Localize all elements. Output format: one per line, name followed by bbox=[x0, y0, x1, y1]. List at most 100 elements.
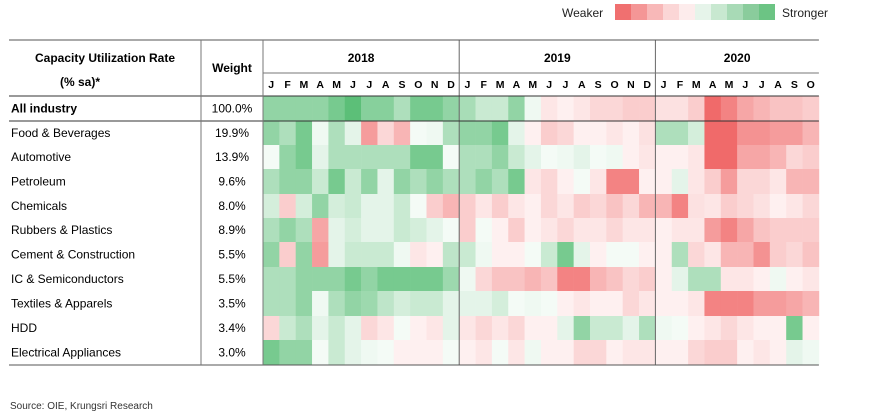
row-name: Automotive bbox=[11, 150, 71, 164]
heatmap-cell bbox=[622, 121, 640, 145]
heatmap-cell bbox=[442, 218, 460, 242]
month-label: O bbox=[414, 79, 422, 91]
heatmap-cell bbox=[671, 194, 689, 218]
heatmap-cell bbox=[688, 96, 705, 121]
heatmap-cell bbox=[704, 340, 722, 365]
heatmap-cell bbox=[590, 340, 607, 365]
heatmap-cell bbox=[442, 194, 460, 218]
heatmap-cell bbox=[557, 316, 574, 340]
month-label: F bbox=[677, 79, 684, 91]
heatmap-cell bbox=[753, 291, 771, 316]
heatmap-cell bbox=[295, 145, 313, 169]
heatmap-cell bbox=[753, 242, 771, 267]
heatmap-cell bbox=[279, 218, 296, 242]
heatmap-cell bbox=[426, 194, 444, 218]
heatmap-cell bbox=[475, 169, 493, 194]
month-label: J bbox=[546, 79, 552, 91]
heatmap-cell bbox=[263, 316, 280, 340]
heatmap-cell bbox=[540, 267, 558, 291]
heatmap-cell bbox=[704, 194, 722, 218]
heatmap-cell bbox=[540, 291, 558, 316]
heatmap-cell bbox=[524, 267, 542, 291]
month-label: A bbox=[382, 79, 390, 91]
heatmap-cell bbox=[786, 218, 803, 242]
heatmap-cell bbox=[377, 316, 395, 340]
legend-stronger-label: Stronger bbox=[782, 6, 829, 20]
heatmap-cell bbox=[557, 218, 574, 242]
heatmap-cell bbox=[655, 316, 673, 340]
heatmap-cell bbox=[606, 291, 623, 316]
heatmap-cell bbox=[263, 194, 280, 218]
heatmap-cell bbox=[279, 291, 296, 316]
heatmap-cell bbox=[361, 218, 378, 242]
heatmap-cell bbox=[639, 316, 656, 340]
heatmap-cell bbox=[442, 340, 460, 365]
heatmap-cell bbox=[540, 145, 558, 169]
heatmap-cell bbox=[688, 218, 705, 242]
heatmap-cell bbox=[573, 242, 591, 267]
heatmap-cell bbox=[769, 121, 787, 145]
heatmap-cell bbox=[639, 218, 656, 242]
heatmap-cell bbox=[393, 96, 411, 121]
heatmap-cell bbox=[753, 96, 771, 121]
heatmap-cell bbox=[459, 340, 476, 365]
heatmap-cell bbox=[622, 291, 640, 316]
month-label: M bbox=[332, 79, 341, 91]
heatmap-cell bbox=[426, 169, 444, 194]
heatmap-cell bbox=[312, 169, 329, 194]
month-label: D bbox=[643, 79, 651, 91]
heatmap-cell bbox=[393, 340, 411, 365]
heatmap-cell bbox=[263, 121, 280, 145]
heatmap-cell bbox=[786, 291, 803, 316]
heatmap-cell bbox=[377, 291, 395, 316]
heatmap-cell bbox=[426, 242, 444, 267]
legend-swatch bbox=[631, 4, 647, 20]
heatmap-cell bbox=[540, 96, 558, 121]
heatmap-cell bbox=[508, 96, 525, 121]
heatmap-cell bbox=[393, 218, 411, 242]
heatmap-cell bbox=[688, 340, 705, 365]
heatmap-cell bbox=[704, 218, 722, 242]
heatmap-cell bbox=[557, 291, 574, 316]
heatmap-cell bbox=[328, 145, 346, 169]
heatmap-cell bbox=[361, 121, 378, 145]
heatmap-cell bbox=[704, 316, 722, 340]
heatmap-cell bbox=[590, 267, 607, 291]
heatmap-cell bbox=[639, 145, 656, 169]
month-label: M bbox=[692, 79, 701, 91]
heatmap-cell bbox=[720, 291, 738, 316]
heatmap-cell bbox=[622, 145, 640, 169]
heatmap-cell bbox=[279, 340, 296, 365]
heatmap-cell bbox=[704, 145, 722, 169]
heatmap-cell bbox=[720, 121, 738, 145]
heatmap-cell bbox=[753, 340, 771, 365]
heatmap-cell bbox=[786, 96, 803, 121]
heatmap-cell bbox=[720, 316, 738, 340]
heatmap-cell bbox=[459, 242, 476, 267]
heatmap-cell bbox=[393, 169, 411, 194]
heatmap-cell bbox=[557, 121, 574, 145]
heatmap-cell bbox=[769, 242, 787, 267]
heatmap-cell bbox=[769, 340, 787, 365]
heatmap-cell bbox=[344, 121, 362, 145]
heatmap-cell bbox=[622, 316, 640, 340]
heatmap-cell bbox=[524, 340, 542, 365]
heatmap-cell bbox=[606, 340, 623, 365]
heatmap-cell bbox=[328, 121, 346, 145]
heatmap-cell bbox=[312, 267, 329, 291]
heatmap-cell bbox=[720, 267, 738, 291]
heatmap-cell bbox=[704, 96, 722, 121]
heatmap-cell bbox=[524, 145, 542, 169]
heatmap-cell bbox=[737, 96, 754, 121]
heatmap-cell bbox=[557, 340, 574, 365]
heatmap-cell bbox=[426, 316, 444, 340]
heatmap-cell bbox=[377, 267, 395, 291]
legend-swatch bbox=[647, 4, 663, 20]
row-weight: 13.9% bbox=[215, 150, 249, 164]
heatmap-cell bbox=[475, 340, 493, 365]
weight-header: Weight bbox=[212, 61, 252, 75]
heatmap-cell bbox=[410, 218, 427, 242]
heatmap-cell bbox=[573, 340, 591, 365]
heatmap-cell bbox=[377, 242, 395, 267]
heatmap-cell bbox=[737, 121, 754, 145]
